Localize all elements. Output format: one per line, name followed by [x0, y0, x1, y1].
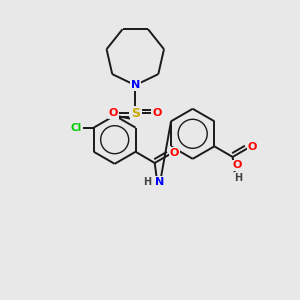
Text: N: N [131, 80, 140, 90]
Text: O: O [248, 142, 257, 152]
Text: O: O [170, 148, 179, 158]
Text: O: O [232, 160, 242, 170]
Text: O: O [153, 108, 162, 118]
Text: Cl: Cl [70, 123, 82, 133]
Text: O: O [109, 108, 118, 118]
Text: H: H [235, 172, 243, 182]
Text: N: N [155, 177, 164, 187]
Text: S: S [131, 107, 140, 120]
Text: H: H [143, 177, 151, 187]
